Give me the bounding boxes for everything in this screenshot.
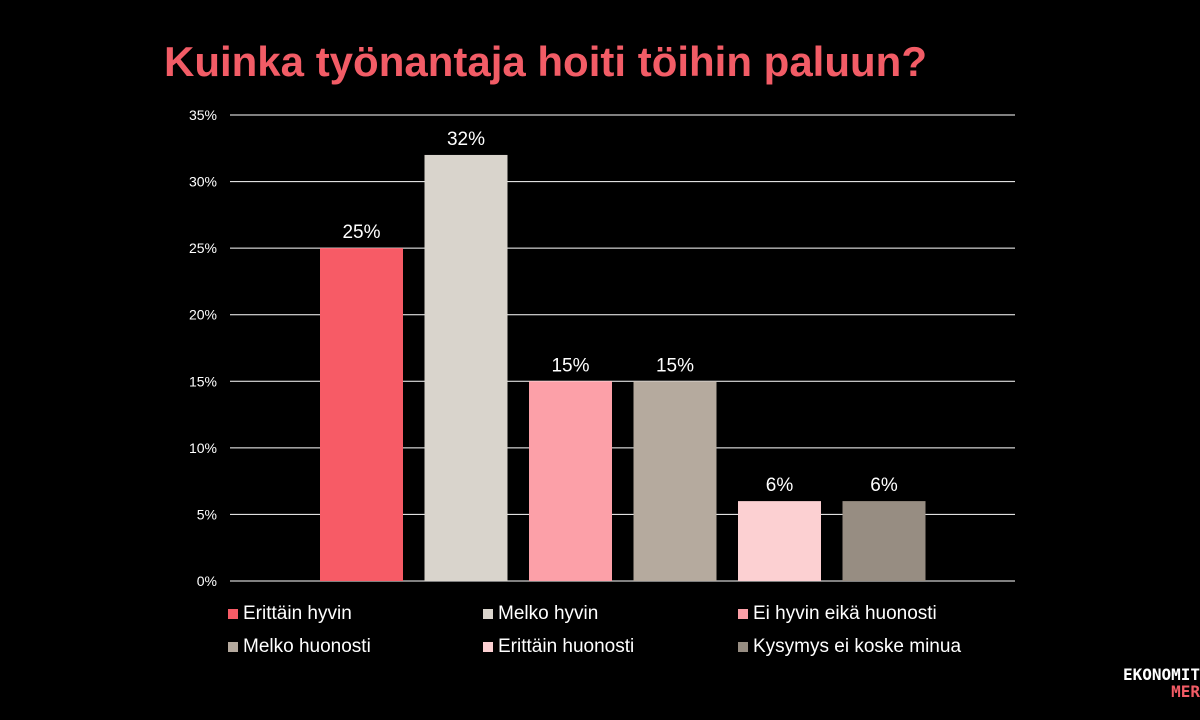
y-tick-label: 10% [189,440,217,456]
legend: Erittäin hyvin Melko hyvin Ei hyvin eikä… [228,603,1008,658]
legend-swatch [228,642,238,652]
y-tick-label: 0% [197,573,217,589]
y-tick-label: 30% [189,174,217,190]
data-label: 6% [870,475,898,496]
bar [320,248,403,581]
legend-swatch [738,609,748,619]
bar [424,154,508,581]
chart-title: Kuinka työnantaja hoiti töihin paluun? [164,38,927,85]
y-tick-label: 5% [197,506,217,522]
bar [529,381,612,581]
data-label: 6% [766,475,794,496]
data-label: 15% [551,355,589,376]
y-tick-label: 35% [189,107,217,123]
y-tick-label: 20% [189,307,217,323]
legend-item: Melko huonosti [228,636,483,658]
legend-swatch [483,642,493,652]
legend-label: Melko hyvin [498,603,599,624]
bar [633,381,717,581]
legend-swatch [738,642,748,652]
legend-swatch [483,609,493,619]
data-label: 15% [656,355,694,376]
data-label: 25% [342,222,380,243]
bar [738,501,821,581]
legend-label: Ei hyvin eikä huonosti [753,603,937,624]
y-tick-label: 15% [189,373,217,389]
legend-label: Melko huonosti [243,636,371,657]
logo-line-2: MER [1171,682,1200,701]
legend-label: Erittäin huonosti [498,636,635,657]
legend-item: Ei hyvin eikä huonosti [738,603,1008,625]
y-tick-label: 25% [189,240,217,256]
legend-item: Melko hyvin [483,603,738,625]
logo-line-1: EKONOMIT [1122,665,1200,684]
legend-label: Erittäin hyvin [243,603,352,624]
legend-label: Kysymys ei koske minua [753,636,962,657]
legend-item: Erittäin huonosti [483,636,738,658]
legend-swatch [228,609,238,619]
data-label: 32% [447,129,485,150]
legend-item: Kysymys ei koske minua [738,636,1008,658]
ekonomit-logo: EKONOMIT MER [1123,666,1200,700]
bar [842,501,926,581]
legend-item: Erittäin hyvin [228,603,483,625]
